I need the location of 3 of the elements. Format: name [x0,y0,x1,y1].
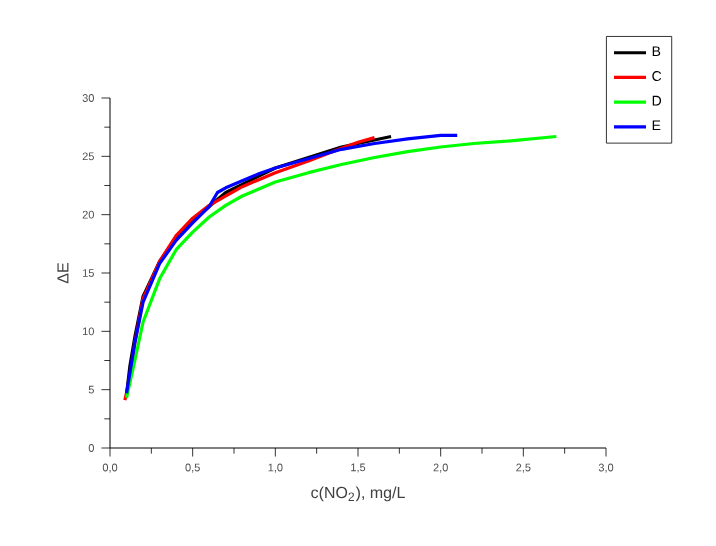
line-series [124,134,559,400]
y-axis-title: ΔE [57,263,69,284]
x-axis-title: c(NO$_{2}$), mg/L [311,486,405,502]
